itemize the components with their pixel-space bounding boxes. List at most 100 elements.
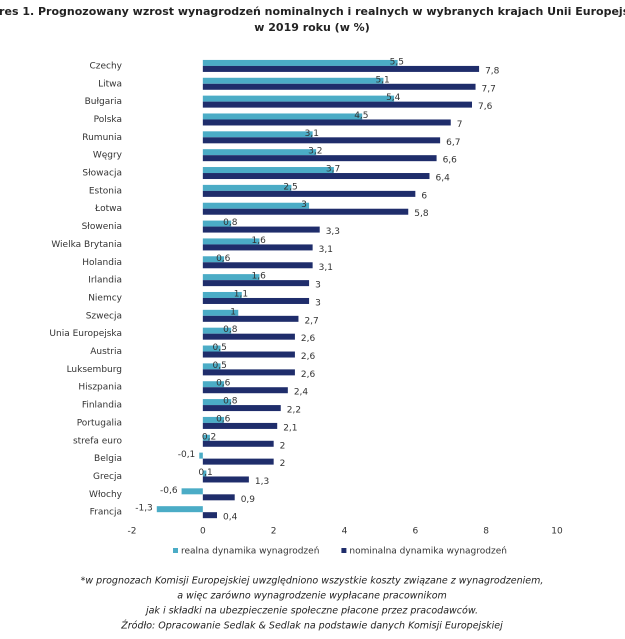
bar xyxy=(202,131,313,138)
data-label: 3,1 xyxy=(305,129,319,139)
bar xyxy=(202,369,295,376)
category-label: Unia Europejska xyxy=(49,329,122,339)
data-label: 7 xyxy=(457,120,463,130)
category-label: Szwecja xyxy=(86,311,122,321)
category-label: Rumunia xyxy=(82,133,122,143)
bar xyxy=(202,333,295,340)
data-label: 0,5 xyxy=(213,343,227,353)
bar xyxy=(202,387,288,394)
bar xyxy=(202,381,225,388)
chart-title: Wykres 1. Prognozowany wzrost wynagrodze… xyxy=(0,5,625,18)
bar xyxy=(202,95,395,102)
data-label: 2 xyxy=(280,459,286,469)
category-label: Francja xyxy=(90,508,122,518)
category-label: Austria xyxy=(90,347,122,357)
data-label: 1 xyxy=(230,307,236,317)
bar xyxy=(202,405,281,412)
category-label: Luksemburg xyxy=(67,365,122,375)
category-label: Grecja xyxy=(93,472,122,482)
data-label: 0,2 xyxy=(202,432,216,442)
bar xyxy=(202,226,320,233)
data-label: 3,2 xyxy=(308,147,322,157)
bar xyxy=(202,155,437,162)
bar xyxy=(202,476,249,483)
bar xyxy=(202,59,398,66)
data-label: 0,9 xyxy=(241,495,256,505)
footnote: Źródło: Opracowanie Sedlak & Sedlak na p… xyxy=(120,620,503,632)
category-label: Bułgaria xyxy=(85,97,122,107)
data-label: 0,5 xyxy=(213,361,227,371)
data-label: 2 xyxy=(280,441,286,451)
bar xyxy=(202,309,239,316)
bar xyxy=(202,190,416,197)
category-label: Finlandia xyxy=(82,401,122,411)
category-label: Włochy xyxy=(89,490,123,500)
data-label: 0,4 xyxy=(223,513,238,523)
data-label: 2,6 xyxy=(301,334,316,344)
x-tick-label: 4 xyxy=(342,527,348,537)
x-tick-label: -2 xyxy=(128,527,137,537)
bar xyxy=(156,506,203,513)
data-label: 1,1 xyxy=(234,289,248,299)
footnote: a więc zarówno wynagrodzenie wypłacane p… xyxy=(177,591,447,602)
data-label: 3 xyxy=(301,200,307,210)
legend-label: nominalna dynamika wynagrodzeń xyxy=(349,547,507,557)
bar xyxy=(202,422,278,429)
bar xyxy=(202,208,409,215)
x-tick-label: 2 xyxy=(271,527,277,537)
category-label: Portugalia xyxy=(77,418,122,428)
data-label: 6,7 xyxy=(446,138,460,148)
data-label: 7,7 xyxy=(482,84,496,94)
bar xyxy=(202,280,310,287)
bar xyxy=(202,297,310,304)
data-label: 2,6 xyxy=(301,370,316,380)
data-label: 3 xyxy=(315,298,321,308)
category-label: Polska xyxy=(94,115,122,125)
data-label: 5,8 xyxy=(414,209,429,219)
category-label: Litwa xyxy=(98,79,122,89)
data-label: 2,4 xyxy=(294,388,309,398)
bar xyxy=(202,83,476,90)
data-label: 3,1 xyxy=(319,245,333,255)
bar xyxy=(202,167,334,174)
bar xyxy=(202,345,221,352)
data-label: 5,5 xyxy=(390,57,404,67)
bar xyxy=(202,113,363,120)
data-label: 1,6 xyxy=(252,236,267,246)
bar xyxy=(202,458,274,465)
bar xyxy=(202,399,232,406)
bar xyxy=(202,65,480,72)
bar xyxy=(202,315,299,322)
category-label: Hiszpania xyxy=(78,383,122,393)
data-label: 6,6 xyxy=(443,156,458,166)
data-label: 3 xyxy=(315,281,321,291)
data-label: 7,8 xyxy=(485,66,500,76)
x-tick-label: 0 xyxy=(200,527,206,537)
bar xyxy=(202,274,260,281)
bar xyxy=(202,238,260,245)
bar xyxy=(202,220,232,227)
category-label: Łotwa xyxy=(94,204,122,214)
x-tick-label: 10 xyxy=(551,527,563,537)
data-label: 0,1 xyxy=(198,468,212,478)
bar xyxy=(202,440,274,447)
bar xyxy=(202,434,210,441)
chart-title: w 2019 roku (w %) xyxy=(254,21,369,34)
bar xyxy=(202,256,225,263)
data-label: -0,6 xyxy=(160,486,178,496)
bar xyxy=(202,77,384,84)
bar xyxy=(202,101,473,108)
bar xyxy=(202,351,295,358)
data-label: 0,6 xyxy=(216,379,231,389)
category-label: Holandia xyxy=(82,258,122,268)
data-label: 5,1 xyxy=(375,75,389,85)
category-label: Czechy xyxy=(89,61,122,71)
data-label: 6 xyxy=(421,191,427,201)
category-label: Węgry xyxy=(93,151,123,161)
bar xyxy=(202,262,313,269)
data-label: 0,6 xyxy=(216,254,231,264)
bar xyxy=(202,173,430,180)
bar xyxy=(202,244,313,251)
